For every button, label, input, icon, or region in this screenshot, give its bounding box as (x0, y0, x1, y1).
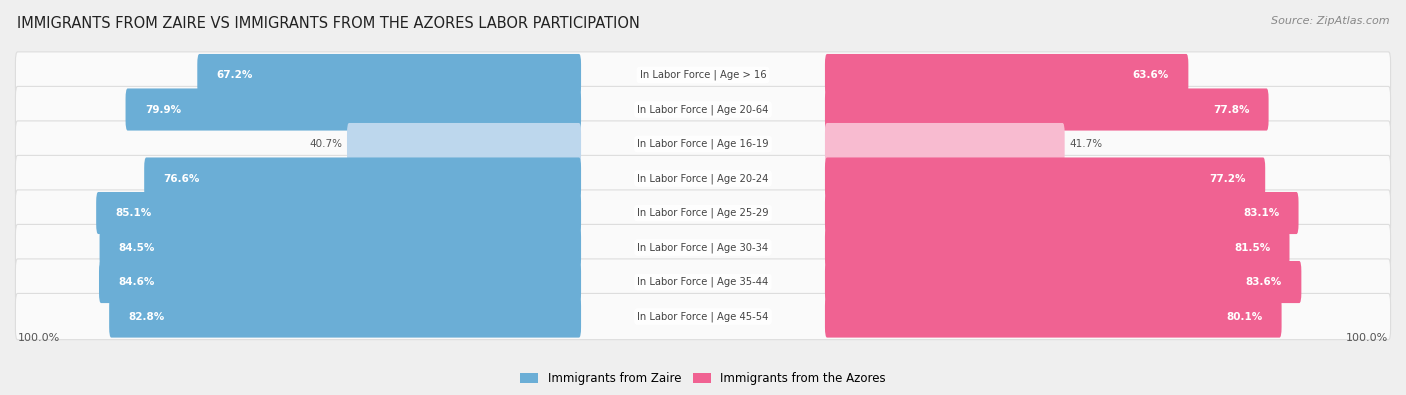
FancyBboxPatch shape (825, 123, 1064, 165)
Text: 85.1%: 85.1% (115, 208, 152, 218)
FancyBboxPatch shape (145, 158, 581, 199)
Text: 77.2%: 77.2% (1209, 173, 1246, 184)
FancyBboxPatch shape (15, 52, 1391, 98)
Legend: Immigrants from Zaire, Immigrants from the Azores: Immigrants from Zaire, Immigrants from t… (516, 367, 890, 390)
FancyBboxPatch shape (825, 54, 1188, 96)
Text: 83.1%: 83.1% (1243, 208, 1279, 218)
FancyBboxPatch shape (15, 87, 1391, 133)
Text: 40.7%: 40.7% (309, 139, 342, 149)
FancyBboxPatch shape (110, 295, 581, 338)
FancyBboxPatch shape (125, 88, 581, 131)
FancyBboxPatch shape (98, 261, 581, 303)
FancyBboxPatch shape (15, 121, 1391, 167)
Text: 79.9%: 79.9% (145, 105, 181, 115)
FancyBboxPatch shape (825, 295, 1282, 338)
Text: In Labor Force | Age 25-29: In Labor Force | Age 25-29 (637, 208, 769, 218)
FancyBboxPatch shape (825, 158, 1265, 199)
Text: 84.6%: 84.6% (118, 277, 155, 287)
Text: 77.8%: 77.8% (1213, 105, 1250, 115)
Text: In Labor Force | Age 20-24: In Labor Force | Age 20-24 (637, 173, 769, 184)
Text: 76.6%: 76.6% (163, 173, 200, 184)
Text: In Labor Force | Age 35-44: In Labor Force | Age 35-44 (637, 277, 769, 287)
FancyBboxPatch shape (15, 224, 1391, 271)
FancyBboxPatch shape (347, 123, 581, 165)
Text: 84.5%: 84.5% (120, 243, 155, 252)
FancyBboxPatch shape (15, 190, 1391, 236)
Text: 83.6%: 83.6% (1246, 277, 1282, 287)
FancyBboxPatch shape (197, 54, 581, 96)
Text: In Labor Force | Age 45-54: In Labor Force | Age 45-54 (637, 311, 769, 322)
FancyBboxPatch shape (825, 226, 1289, 269)
Text: In Labor Force | Age > 16: In Labor Force | Age > 16 (640, 70, 766, 80)
Text: 63.6%: 63.6% (1133, 70, 1168, 80)
Text: 81.5%: 81.5% (1234, 243, 1270, 252)
FancyBboxPatch shape (825, 192, 1299, 234)
FancyBboxPatch shape (825, 88, 1268, 131)
FancyBboxPatch shape (15, 259, 1391, 305)
Text: 41.7%: 41.7% (1070, 139, 1102, 149)
Text: In Labor Force | Age 30-34: In Labor Force | Age 30-34 (637, 242, 769, 253)
FancyBboxPatch shape (100, 226, 581, 269)
FancyBboxPatch shape (15, 293, 1391, 340)
FancyBboxPatch shape (96, 192, 581, 234)
Text: 82.8%: 82.8% (128, 312, 165, 322)
Text: IMMIGRANTS FROM ZAIRE VS IMMIGRANTS FROM THE AZORES LABOR PARTICIPATION: IMMIGRANTS FROM ZAIRE VS IMMIGRANTS FROM… (17, 16, 640, 31)
Text: Source: ZipAtlas.com: Source: ZipAtlas.com (1271, 16, 1389, 26)
Text: In Labor Force | Age 20-64: In Labor Force | Age 20-64 (637, 104, 769, 115)
Text: 80.1%: 80.1% (1226, 312, 1263, 322)
Text: In Labor Force | Age 16-19: In Labor Force | Age 16-19 (637, 139, 769, 149)
FancyBboxPatch shape (15, 155, 1391, 201)
Text: 100.0%: 100.0% (1347, 333, 1389, 344)
Text: 67.2%: 67.2% (217, 70, 253, 80)
Text: 100.0%: 100.0% (17, 333, 59, 344)
FancyBboxPatch shape (825, 261, 1302, 303)
